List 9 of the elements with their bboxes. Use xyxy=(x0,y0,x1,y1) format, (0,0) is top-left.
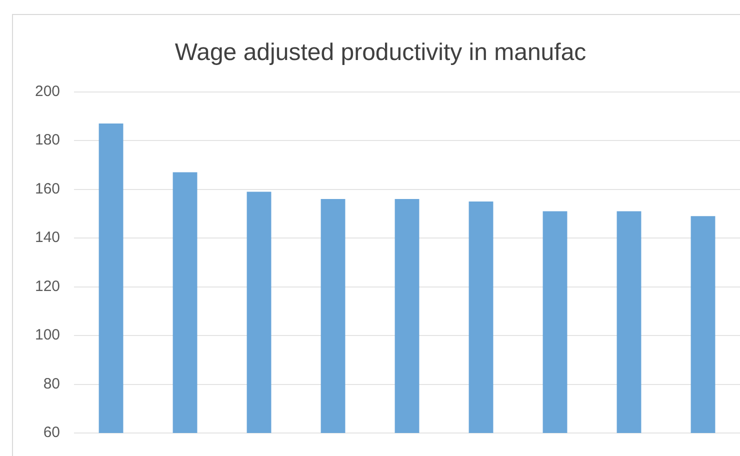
y-tick-label: 140 xyxy=(34,229,60,246)
y-tick-label: 180 xyxy=(34,132,60,149)
y-tick-label: 200 xyxy=(34,82,60,100)
y-tick-label: 160 xyxy=(34,180,60,198)
chart-title: Wage adjusted productivity in manufac xyxy=(174,39,586,66)
y-tick-label: 100 xyxy=(34,326,60,344)
y-tick-label: 80 xyxy=(43,375,60,392)
y-tick-label: 60 xyxy=(43,424,60,442)
y-tick-label: 120 xyxy=(34,278,60,295)
